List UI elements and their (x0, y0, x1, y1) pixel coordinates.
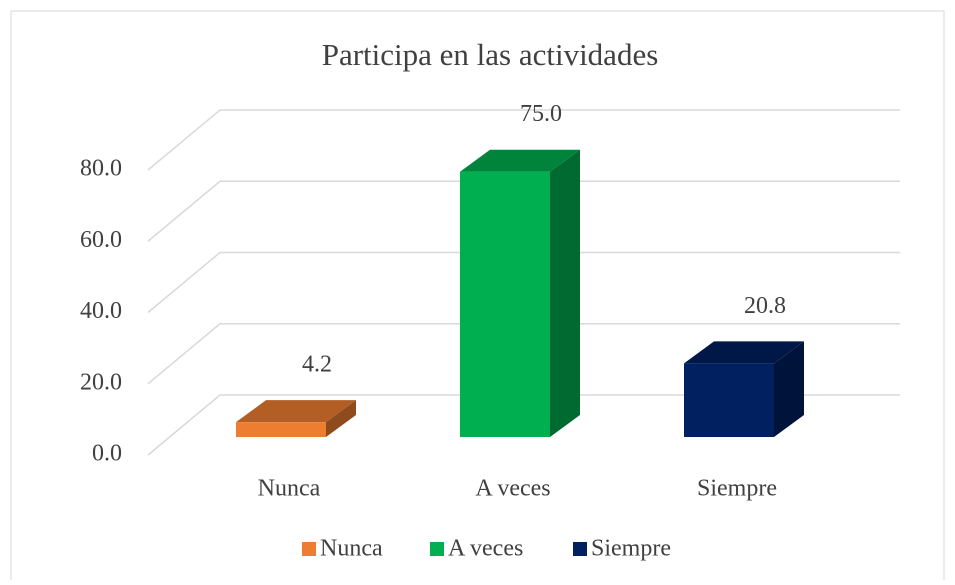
y-tick-label: 0.0 (92, 441, 122, 467)
chart-title: Participa en las actividades (322, 37, 659, 72)
grid-line (147, 180, 900, 242)
legend-swatch (430, 542, 444, 556)
grid-line (147, 394, 900, 456)
bar-top (236, 400, 356, 423)
data-label: 4.2 (302, 352, 332, 378)
bar (460, 171, 550, 437)
grid-line (147, 251, 900, 314)
data-label: 20.8 (744, 293, 786, 319)
bar-top (460, 149, 580, 172)
legend-label: Nunca (320, 536, 383, 562)
grid-line (147, 109, 900, 171)
legend-swatch (573, 542, 587, 556)
x-tick-label: A veces (475, 476, 550, 502)
grid-line (147, 323, 900, 385)
x-tick-label: Nunca (258, 476, 321, 502)
y-tick-label: 20.0 (80, 369, 122, 395)
x-tick-label: Siempre (697, 476, 777, 502)
y-tick-label: 60.0 (80, 227, 122, 253)
bar-side (550, 149, 580, 437)
bar (684, 363, 774, 437)
y-tick-label: 40.0 (80, 298, 122, 324)
bar-side (326, 400, 356, 437)
bar-side (774, 341, 804, 437)
bar (236, 422, 326, 437)
legend-swatch (302, 542, 316, 556)
legend-label: Siempre (591, 536, 671, 562)
y-tick-label: 80.0 (80, 156, 122, 182)
bar-top (684, 341, 804, 364)
data-label: 75.0 (520, 101, 562, 127)
legend-label: A veces (448, 536, 523, 562)
